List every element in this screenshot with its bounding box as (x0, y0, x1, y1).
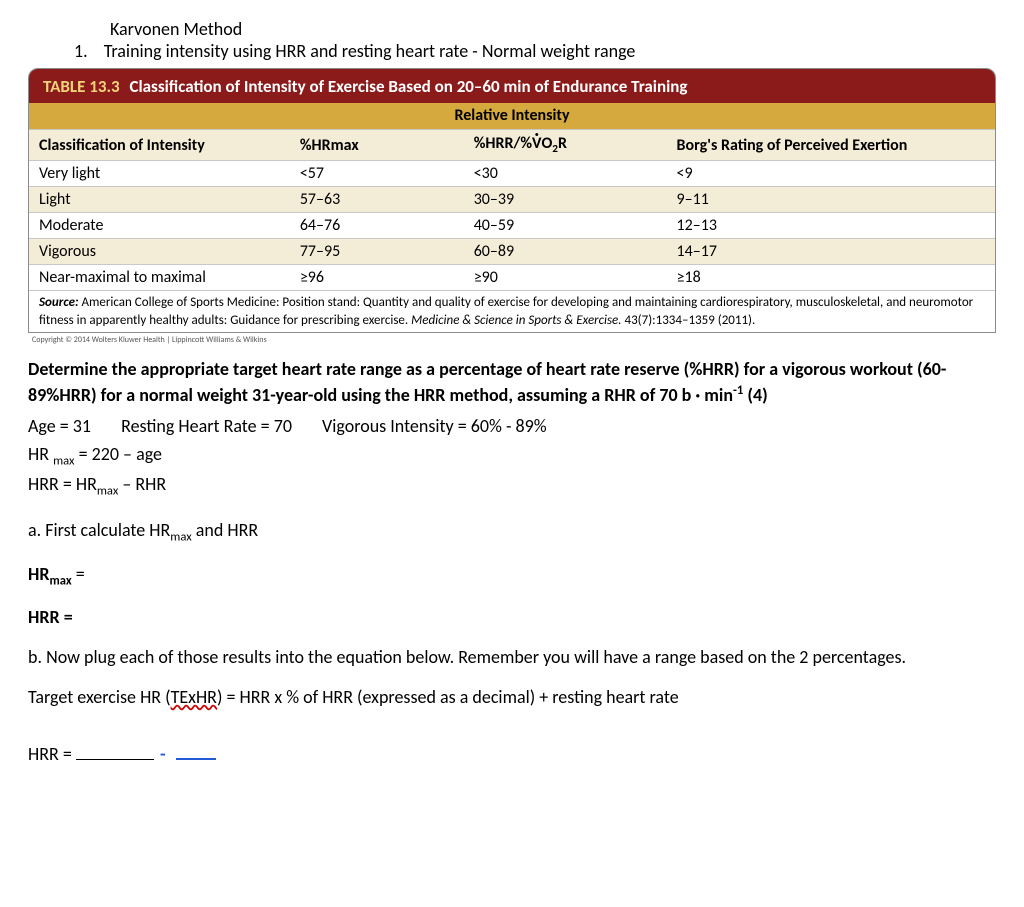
table-cell: 12–13 (667, 213, 995, 239)
part-a-prefix: a. First calculate HR (28, 519, 170, 541)
table-number: TABLE 13.3 (43, 76, 120, 97)
table-row: Vigorous77–9560–8914–17 (29, 239, 995, 265)
source-text-2: 43(7):1334–1359 (2011). (622, 313, 756, 328)
table-cell: 14–17 (667, 239, 995, 265)
answer-separator: - (160, 743, 166, 765)
answer-blank-1 (76, 742, 154, 760)
table-source-row: Source: American College of Sports Medic… (29, 291, 995, 333)
hrr-prompt-text: HRR = (28, 606, 73, 628)
table-cell: 30–39 (464, 187, 667, 213)
table-cell: 40–59 (464, 213, 667, 239)
table-cell: ≥18 (667, 265, 995, 291)
table-cell: Vigorous (29, 239, 290, 265)
hrmax-prompt-sub: max (50, 573, 72, 588)
part-a: a. First calculate HRmax and HRR (28, 519, 996, 545)
table-col-header: %HRmax (290, 130, 464, 161)
table-source: Source: American College of Sports Medic… (29, 291, 995, 333)
table-col-header: %HRR/%VO2R (464, 130, 667, 161)
final-hrr-label: HRR = (28, 743, 72, 765)
numbered-item: 1. Training intensity using HRR and rest… (74, 40, 996, 62)
hrr-prompt: HRR = (28, 606, 996, 628)
table-row: Very light<57<30<9 (29, 161, 995, 187)
answer-blank-2 (176, 753, 216, 760)
table-cell: Light (29, 187, 290, 213)
item-number: 1. (74, 40, 88, 62)
copyright-text: Copyright © 2014 Wolters Kluwer Health |… (32, 335, 996, 345)
hrmax-eq-suffix: = 220 – age (75, 443, 162, 465)
source-italic: Medicine & Science in Sports & Exercise. (411, 313, 621, 328)
table-row: Light57–6330–399–11 (29, 187, 995, 213)
hrmax-prompt-prefix: HR (28, 563, 50, 585)
question-main-1: Determine the appropriate target heart r… (28, 358, 946, 405)
table-cell: Very light (29, 161, 290, 187)
part-b: b. Now plug each of those results into t… (28, 646, 996, 668)
question-sup: -1 (733, 383, 743, 398)
table-cell: <9 (667, 161, 995, 187)
hrr-eq-prefix: HRR = HR (28, 473, 97, 495)
exercise-intensity-table: TABLE 13.3 Classification of Intensity o… (28, 68, 996, 333)
table-cell: ≥90 (464, 265, 667, 291)
given-values: Age = 31 Resting Heart Rate = 70 Vigorou… (28, 413, 996, 441)
hrmax-prompt: HRmax = (28, 563, 996, 589)
table-col-header: Borg's Rating of Perceived Exertion (667, 130, 995, 161)
table-title-bar: TABLE 13.3 Classification of Intensity o… (29, 69, 995, 103)
table-cell: Moderate (29, 213, 290, 239)
part-a-suffix: and HRR (192, 519, 258, 541)
method-heading: Karvonen Method (110, 18, 996, 40)
item-text: Training intensity using HRR and resting… (104, 40, 636, 62)
table-cell: 9–11 (667, 187, 995, 213)
table-row: Moderate64–7640–5912–13 (29, 213, 995, 239)
rhr-given: Resting Heart Rate = 70 (121, 415, 292, 437)
target-eq-wavy: TExHR (171, 686, 217, 708)
question-text: Determine the appropriate target heart r… (28, 357, 996, 407)
table-cell: 64–76 (290, 213, 464, 239)
table-cell: 57–63 (290, 187, 464, 213)
table-cell: ≥96 (290, 265, 464, 291)
table-cell: 77–95 (290, 239, 464, 265)
intensity-given: Vigorous Intensity = 60% - 89% (322, 415, 547, 437)
final-answer-line: HRR = - (28, 742, 996, 765)
table-col-header: Classification of Intensity (29, 130, 290, 161)
table-cell: <30 (464, 161, 667, 187)
table-title-text: Classification of Intensity of Exercise … (129, 76, 687, 97)
table-row: Near-maximal to maximal≥96≥90≥18 (29, 265, 995, 291)
hrr-eq-sub: max (97, 483, 118, 498)
hrmax-eq-prefix: HR (28, 443, 53, 465)
hrmax-equation: HR max = 220 – age (28, 441, 996, 471)
hrr-equation: HRR = HRmax – RHR (28, 471, 996, 501)
table-cell: 60–89 (464, 239, 667, 265)
question-main-2: (4) (743, 384, 767, 406)
target-eq-1: Target exercise HR ( (28, 686, 171, 708)
source-label: Source: (39, 295, 79, 310)
target-hr-equation: Target exercise HR (TExHR) = HRR x % of … (28, 686, 996, 708)
hrmax-prompt-suffix: = (72, 563, 85, 585)
table-subtitle: Relative Intensity (29, 103, 995, 129)
table-cell: <57 (290, 161, 464, 187)
table-body: Very light<57<30<9Light57–6330–399–11Mod… (29, 161, 995, 291)
target-eq-2: ) = HRR x % of HRR (expressed as a decim… (217, 686, 679, 708)
table-header-row: Classification of Intensity%HRmax%HRR/%V… (29, 130, 995, 161)
part-a-sub: max (170, 530, 191, 545)
data-table: Classification of Intensity%HRmax%HRR/%V… (29, 129, 995, 332)
hrr-eq-suffix: – RHR (118, 473, 166, 495)
table-cell: Near-maximal to maximal (29, 265, 290, 291)
hrmax-eq-sub: max (53, 453, 74, 468)
age-given: Age = 31 (28, 415, 91, 437)
